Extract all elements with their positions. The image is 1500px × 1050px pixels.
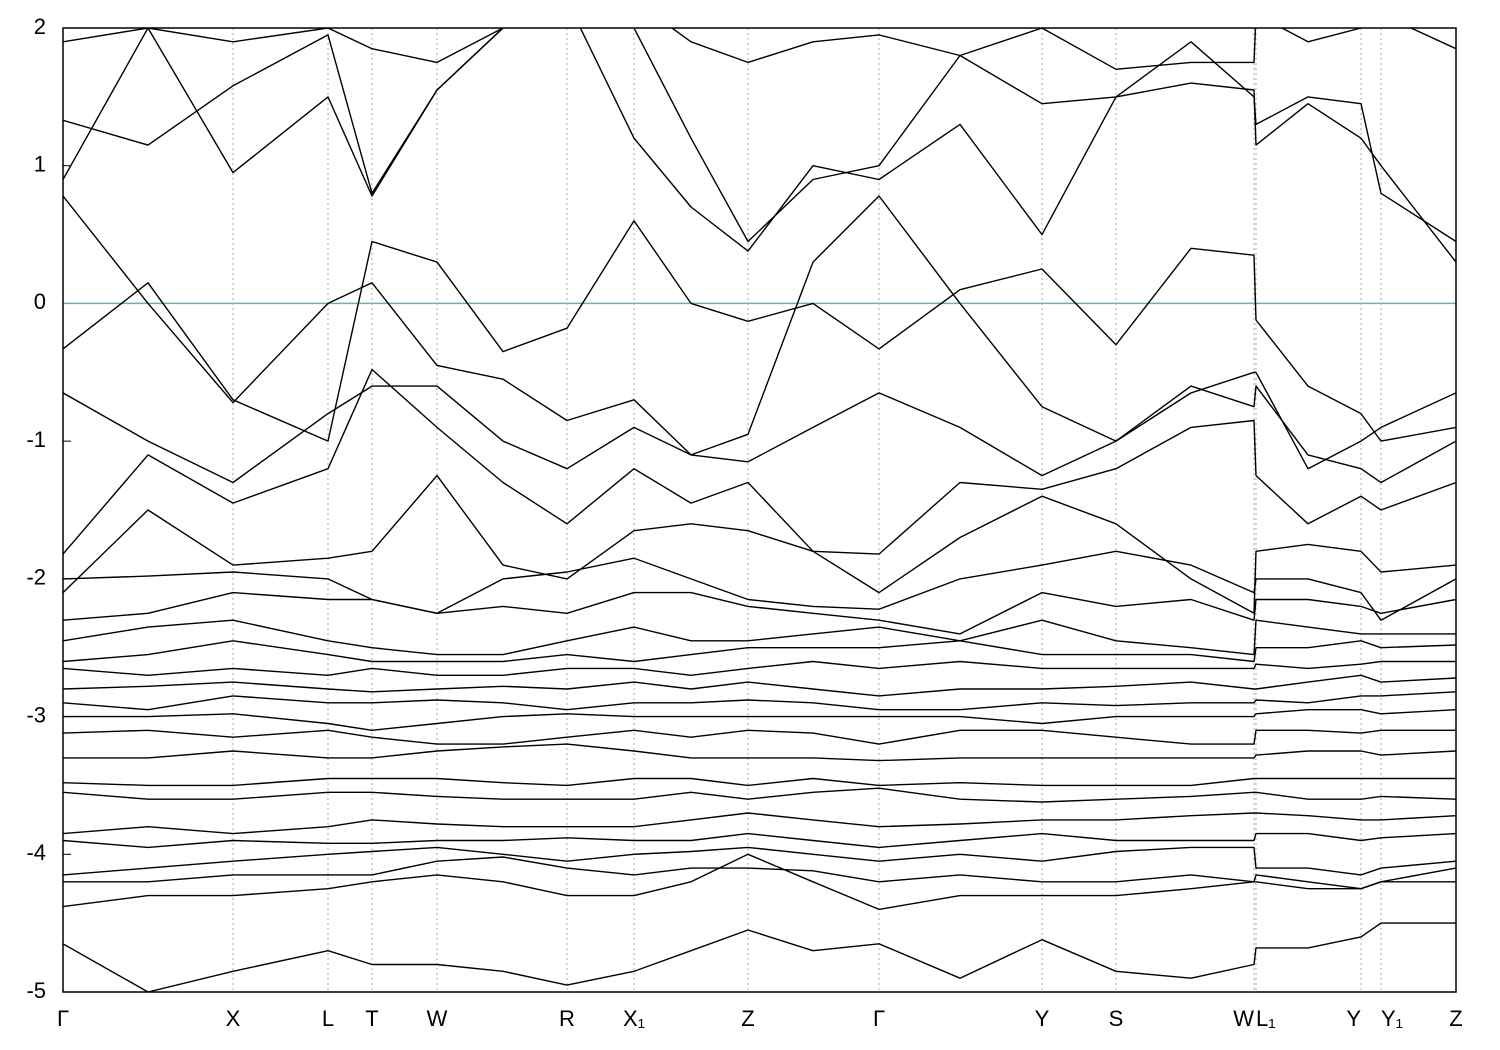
band-line <box>63 28 1456 180</box>
x-tick-label: W <box>1233 1006 1254 1031</box>
band-line <box>63 674 1456 697</box>
band-line <box>63 709 1456 731</box>
band-line <box>63 220 1456 442</box>
band-line <box>63 832 1456 849</box>
x-tick-label: Y <box>1346 1006 1361 1031</box>
x-tick-label: Z <box>1449 1006 1462 1031</box>
plot-frame <box>62 27 1457 993</box>
band-line <box>63 846 1456 876</box>
band-line <box>63 28 1456 263</box>
band-line <box>63 550 1456 621</box>
x-tick-label: Y₁ <box>1381 1006 1403 1031</box>
band-line <box>63 385 1456 484</box>
y-tick-label: -3 <box>26 702 46 727</box>
x-tick-label: R <box>559 1006 575 1031</box>
x-tick-label: L <box>322 1006 334 1031</box>
x-tick-label: X <box>226 1006 241 1031</box>
x-tick-label: X₁ <box>623 1006 645 1031</box>
band-line <box>63 729 1456 745</box>
y-tick-label: -5 <box>26 978 46 1003</box>
y-tick-label: -1 <box>26 427 46 452</box>
band-line <box>63 743 1456 762</box>
band-line <box>63 28 1456 243</box>
band-line <box>63 853 1456 911</box>
y-tick-label: -2 <box>26 565 46 590</box>
x-tick-label: L₁ <box>1256 1006 1276 1031</box>
x-tick-label: T <box>365 1006 378 1031</box>
band-line <box>63 922 1456 992</box>
band-line <box>63 591 1456 635</box>
x-tick-label: Γ <box>873 1006 885 1031</box>
y-tick-label: 1 <box>34 152 46 177</box>
bands <box>63 28 1456 992</box>
band-line <box>63 660 1456 676</box>
band-line <box>63 691 1456 711</box>
x-tick-label: Z <box>741 1006 754 1031</box>
band-line <box>63 474 1456 614</box>
x-tick-label: Y <box>1035 1006 1050 1031</box>
x-tick-label: S <box>1109 1006 1124 1031</box>
y-tick-label: 0 <box>34 289 46 314</box>
band-line <box>63 812 1456 835</box>
band-line <box>63 787 1456 803</box>
band-line <box>63 856 1456 890</box>
band-line <box>63 619 1456 656</box>
tick-labels: 210-1-2-3-4-5Γ X L T W R X₁ Z Γ Y S W L₁ Y Y₁ Z <box>26 14 1462 1031</box>
band-line <box>63 368 1456 555</box>
x-tick-label: W <box>427 1006 448 1031</box>
band-line <box>63 777 1456 787</box>
y-tick-label: -4 <box>26 840 46 865</box>
band-line <box>63 640 1456 663</box>
y-tick-label: 2 <box>34 14 46 39</box>
x-tick-label: Γ <box>57 1006 69 1031</box>
band-line <box>63 195 1456 470</box>
